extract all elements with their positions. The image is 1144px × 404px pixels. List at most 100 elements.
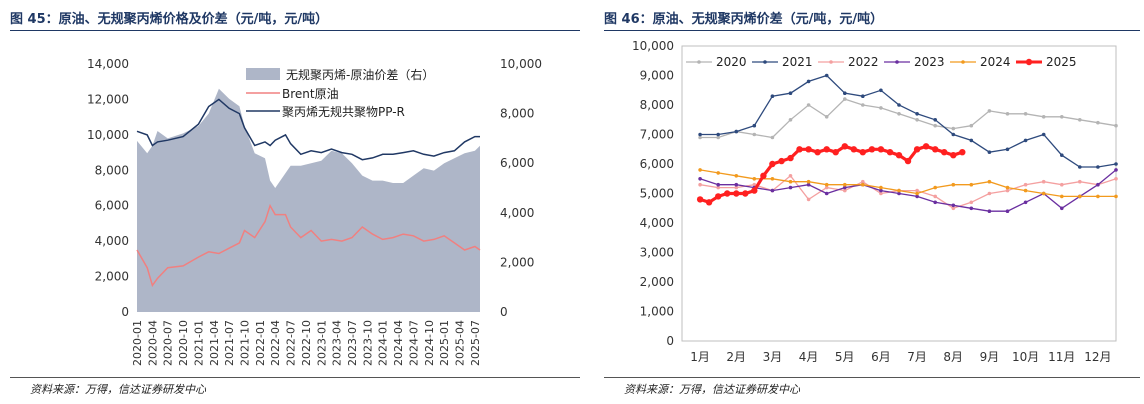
series-point-2023	[879, 188, 883, 193]
series-point-2022	[879, 191, 883, 196]
legend-label-2021: 2021	[782, 55, 813, 69]
series-point-2023	[843, 185, 847, 190]
source-note: 资料来源：万得，信达证券研发中心	[624, 383, 800, 396]
series-point-2023	[915, 194, 919, 199]
series-point-2025	[715, 193, 722, 200]
x-tick-label: 2025-01	[438, 320, 451, 366]
x-tick-label: 2024-04	[392, 320, 405, 366]
series-point-2023	[933, 200, 937, 205]
series-point-2024	[1041, 191, 1046, 196]
series-point-2025	[850, 146, 857, 153]
series-point-2022	[824, 185, 829, 190]
series-point-2025	[796, 146, 803, 153]
series-line-2020	[700, 98, 1117, 139]
series-point-2023	[734, 182, 739, 187]
series-line-2024	[699, 169, 1116, 198]
series-point-2024	[1023, 188, 1028, 193]
spread-area	[137, 88, 480, 312]
series-point-2024	[770, 177, 775, 181]
series-point-2020	[897, 112, 901, 116]
series-point-2020	[1060, 115, 1064, 119]
series-point-2021	[1023, 138, 1028, 143]
y-left-tick-label: 4,000	[95, 234, 129, 248]
figure-title: 图 46：原油、无规聚丙烯价差（元/吨，元/吨）	[604, 12, 884, 27]
series-point-2022	[806, 197, 811, 202]
series-point-2025	[932, 146, 939, 153]
x-tick-label: 12月	[1084, 350, 1111, 364]
series-point-2021	[843, 91, 847, 95]
x-tick-label: 3月	[763, 350, 783, 364]
x-tick-label: 6月	[871, 350, 891, 364]
legend-label-spread: 无规聚丙烯-原油价差（右）	[286, 67, 434, 82]
y-left-tick-label: 14,000	[87, 57, 129, 71]
series-point-2024	[788, 179, 793, 184]
series-point-2024	[1114, 194, 1118, 199]
series-point-2020	[1078, 118, 1082, 122]
y-right-tick-label: 2,000	[500, 255, 534, 269]
series-point-2021	[1041, 132, 1046, 137]
series-point-2022	[951, 206, 956, 211]
y-left-tick-label: 10,000	[87, 128, 129, 142]
series-point-2020	[788, 118, 793, 122]
series-point-2021	[861, 94, 865, 98]
legend-marker-2020	[697, 60, 701, 64]
chart-left-container: 0 2,000 4,000 6,000 8,000 10,000 12,000 14,000 0…	[10, 32, 580, 381]
series-point-2023	[1114, 168, 1118, 172]
series-point-2022	[1060, 182, 1064, 187]
series-point-2020	[1041, 115, 1046, 119]
series-point-2025	[769, 160, 776, 168]
series-point-2021	[969, 138, 974, 143]
series-point-2022	[734, 185, 739, 190]
series-point-2024	[698, 168, 702, 172]
series-point-2020	[879, 106, 883, 110]
series-point-2023	[987, 209, 992, 213]
y-left-tick-label: 12,000	[87, 92, 129, 106]
series-point-2023	[806, 182, 811, 187]
series-point-2023	[824, 191, 829, 196]
legend-label-brent: Brent原油	[282, 87, 339, 101]
plot-frame	[681, 45, 1117, 342]
series-point-2023	[897, 191, 901, 196]
series-point-2023	[969, 206, 974, 211]
y-right-tick-label: 4,000	[500, 206, 534, 220]
series-point-2022	[987, 191, 992, 196]
y-tick-label: 7,000	[640, 128, 674, 142]
x-tick-label: 2023-10	[361, 320, 374, 366]
series-point-2024	[1060, 194, 1064, 199]
series-point-2021	[1096, 165, 1100, 169]
series-point-2025	[724, 190, 731, 197]
series-point-2023	[951, 203, 956, 208]
x-tick-label: 1月	[690, 350, 710, 364]
series-point-2020	[933, 123, 937, 128]
y-left-tick-label: 8,000	[95, 163, 129, 177]
x-tick-label: 2020-04	[146, 320, 159, 366]
series-point-2025	[886, 149, 894, 156]
series-point-2023	[1096, 182, 1100, 187]
series-point-2025	[814, 149, 821, 156]
legend-label-2024: 2024	[980, 55, 1011, 69]
brent-line	[136, 203, 481, 288]
source-rule	[10, 377, 580, 378]
series-point-2022	[1005, 188, 1010, 193]
y-tick-label: 3,000	[640, 246, 674, 260]
series-point-2021	[824, 73, 829, 78]
series-point-2023	[788, 185, 793, 190]
series-point-2024	[1096, 194, 1100, 199]
y-tick-label: 2,000	[640, 275, 674, 289]
series-point-2025	[760, 172, 767, 179]
series-point-2024	[734, 174, 739, 178]
x-tick-label: 4月	[799, 350, 819, 364]
x-tick-label: 2021-01	[192, 320, 205, 366]
series-point-2021	[1005, 147, 1010, 152]
series-point-2023	[770, 188, 775, 193]
series-point-2024	[969, 182, 974, 187]
series-point-2024	[933, 185, 937, 190]
series-point-2021	[752, 123, 757, 128]
series-point-2021	[897, 103, 901, 107]
series-point-2024	[752, 177, 757, 181]
y-left-tick-label: 0	[121, 305, 129, 319]
y-tick-label: 1,000	[640, 305, 674, 319]
series-point-2021	[879, 88, 883, 93]
x-tick-label: 2025-04	[454, 320, 467, 366]
series-point-2022	[1078, 179, 1082, 184]
